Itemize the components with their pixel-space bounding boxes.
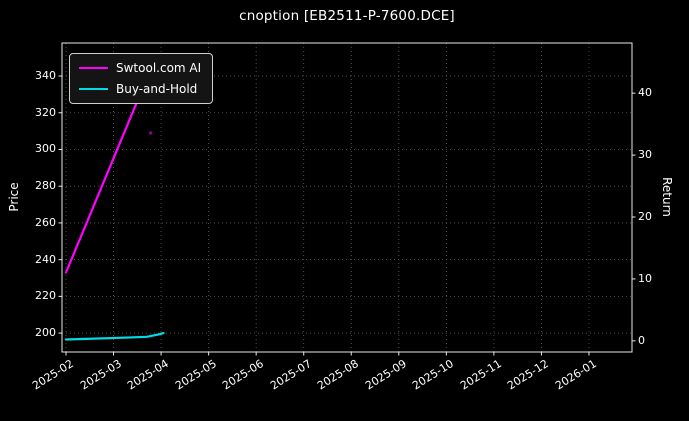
left-y-tick-label: 320: [35, 105, 56, 119]
right-y-tick-label: 30: [638, 148, 652, 162]
right-axis-title: Return: [660, 177, 674, 217]
right-y-tick-label: 0: [638, 333, 645, 347]
right-y-tick-label: 40: [638, 86, 652, 100]
tick-marks: [58, 75, 636, 356]
right-y-tick-label: 20: [638, 210, 652, 223]
legend-item-swtool-ai: Swtool.com AI: [79, 61, 201, 75]
left-y-tick-label: 340: [35, 69, 56, 83]
series-line-buy-and-hold: [64, 332, 165, 341]
legend: Swtool.com AI Buy-and-Hold: [69, 53, 214, 104]
chart-title: cnoption [EB2511-P-7600.DCE]: [239, 8, 455, 24]
legend-label-buy-and-hold: Buy-and-Hold: [116, 82, 198, 96]
left-y-tick-label: 220: [35, 289, 56, 303]
grid-lines: [62, 43, 632, 352]
ai-line-swatch: [79, 66, 108, 70]
left-y-tick-label: 240: [35, 252, 56, 266]
left-axis-title: Price: [7, 182, 21, 212]
left-y-tick-label: 200: [35, 326, 56, 340]
left-y-tick-label: 260: [35, 215, 56, 229]
left-y-tick-label: 280: [35, 179, 56, 193]
right-y-tick-label: 10: [638, 271, 652, 285]
left-y-tick-label: 300: [35, 142, 56, 156]
buy-and-hold-line-swatch: [79, 87, 108, 91]
legend-label-swtool-ai: Swtool.com AI: [116, 61, 202, 75]
plot-border: [61, 42, 633, 353]
legend-item-buy-and-hold: Buy-and-Hold: [79, 82, 201, 96]
marker-dot: [148, 131, 153, 135]
